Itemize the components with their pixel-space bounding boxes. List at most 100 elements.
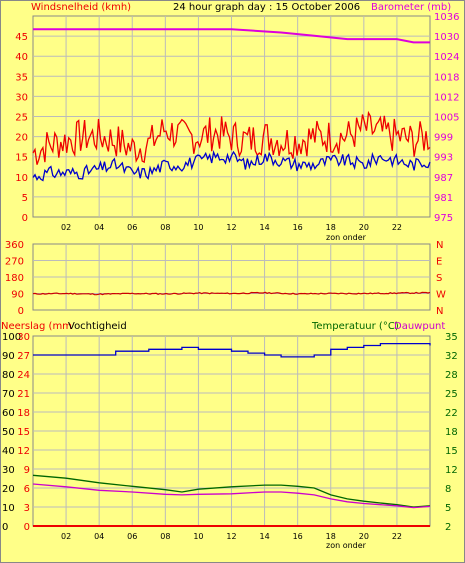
humidity-axis-tick-label: 80 xyxy=(2,370,15,381)
temperature-axis-tick-label: 5 xyxy=(445,503,451,514)
compass-axis-tick-label: N xyxy=(436,240,443,251)
humidity-axis-tick-label: 30 xyxy=(2,465,15,476)
chart-title: 24 hour graph day : 15 October 2006 xyxy=(173,2,360,13)
compass-axis-tick-label: W xyxy=(436,290,446,301)
wind-average-series-line xyxy=(32,149,431,182)
rain-axis-tick-label: 21 xyxy=(17,389,30,400)
rain-axis-title: Neerslag (mm xyxy=(1,321,72,332)
compass-axis-tick-label: N xyxy=(436,306,443,317)
sunset-label-top: zon onder xyxy=(326,233,367,242)
direction-axis-tick-label: 270 xyxy=(5,257,24,268)
dewpoint-axis-title: Dauwpunt xyxy=(394,321,445,332)
temperature-axis-title: Temperatuur (°C) xyxy=(311,321,399,332)
time-axis-tick-label: 06 xyxy=(127,223,137,232)
barometer-axis-tick-label: 981 xyxy=(434,193,453,204)
wind-axis-tick-label: 40 xyxy=(15,52,28,63)
direction-axis-tick-label: 360 xyxy=(5,240,24,251)
time-axis-tick-label: 14 xyxy=(259,532,269,541)
dewpoint-series-line xyxy=(32,483,431,509)
barometer-axis-tick-label: 1005 xyxy=(434,113,459,124)
humidity-axis-tick-label: 60 xyxy=(2,408,15,419)
barometer-axis-tick-label: 1036 xyxy=(434,12,459,23)
wind-axis-tick-label: 25 xyxy=(15,113,28,124)
rain-axis-tick-label: 9 xyxy=(24,465,30,476)
humidity-axis-tick-label: 70 xyxy=(2,389,15,400)
sunset-label-bottom: zon onder xyxy=(326,541,367,550)
rain-axis-tick-label: 6 xyxy=(24,484,30,495)
rain-axis-tick-label: 12 xyxy=(17,446,30,457)
time-axis-tick-label: 04 xyxy=(94,532,104,541)
barometer-axis-tick-label: 1018 xyxy=(434,72,459,83)
barometer-axis-tick-label: 1012 xyxy=(434,92,459,103)
wind-axis-tick-label: 0 xyxy=(22,213,28,224)
temperature-axis-tick-label: 18 xyxy=(445,427,458,438)
temperature-axis-tick-label: 12 xyxy=(445,465,458,476)
time-axis-tick-label: 04 xyxy=(94,223,104,232)
temperature-axis-tick-label: 32 xyxy=(445,351,458,362)
humidity-axis-tick-label: 50 xyxy=(2,427,15,438)
time-axis-tick-label: 06 xyxy=(127,532,137,541)
wind-axis-tick-label: 35 xyxy=(15,72,28,83)
temperature-axis-tick-label: 35 xyxy=(445,332,458,343)
time-axis-tick-label: 14 xyxy=(259,223,269,232)
time-axis-tick-label: 16 xyxy=(293,223,303,232)
humidity-axis-tick-label: 40 xyxy=(2,446,15,457)
time-axis-tick-label: 20 xyxy=(359,532,369,541)
humidity-axis-tick-label: 10 xyxy=(2,503,15,514)
barometer-axis-tick-label: 975 xyxy=(434,213,453,224)
direction-axis-tick-label: 0 xyxy=(18,306,24,317)
time-axis-tick-label: 12 xyxy=(226,532,236,541)
temperature-axis-tick-label: 2 xyxy=(445,522,451,533)
temperature-axis-tick-label: 25 xyxy=(445,389,458,400)
temperature-axis-tick-label: 15 xyxy=(445,446,458,457)
time-axis-tick-label: 08 xyxy=(160,223,170,232)
wind-axis-tick-label: 10 xyxy=(15,173,28,184)
wind-axis-title: Windsnelheid (kmh) xyxy=(31,2,131,13)
time-axis-tick-label: 02 xyxy=(61,223,71,232)
compass-axis-tick-label: E xyxy=(436,257,442,268)
rain-axis-tick-label: 27 xyxy=(17,351,30,362)
time-axis-tick-label: 10 xyxy=(193,532,203,541)
compass-axis-tick-label: S xyxy=(436,273,442,284)
wind-direction-series-line xyxy=(32,291,431,296)
direction-axis-tick-label: 90 xyxy=(11,290,24,301)
wind-axis-tick-label: 30 xyxy=(15,92,28,103)
humidity-axis-tick-label: 100 xyxy=(2,332,21,343)
time-axis-tick-label: 12 xyxy=(226,223,236,232)
direction-axis-tick-label: 180 xyxy=(5,273,24,284)
rain-axis-tick-label: 30 xyxy=(17,332,30,343)
barometer-axis-tick-label: 999 xyxy=(434,133,453,144)
barometer-axis-tick-label: 1024 xyxy=(434,52,459,63)
rain-axis-tick-label: 15 xyxy=(17,427,30,438)
time-axis-tick-label: 22 xyxy=(392,223,402,232)
time-axis-tick-label: 18 xyxy=(326,223,336,232)
barometer-axis-title: Barometer (mb) xyxy=(371,2,451,13)
humidity-axis-tick-label: 0 xyxy=(2,522,8,533)
time-axis-tick-label: 20 xyxy=(359,223,369,232)
time-axis-tick-label: 02 xyxy=(61,532,71,541)
wind-axis-tick-label: 5 xyxy=(22,193,28,204)
humidity-axis-tick-label: 90 xyxy=(2,351,15,362)
time-axis-tick-label: 18 xyxy=(326,532,336,541)
wind-axis-tick-label: 15 xyxy=(15,153,28,164)
humidity-axis-title: Vochtigheid xyxy=(68,321,127,332)
rain-axis-tick-label: 18 xyxy=(17,408,30,419)
time-axis-tick-label: 10 xyxy=(193,223,203,232)
humidity-series-line xyxy=(33,342,431,358)
wind-axis-tick-label: 20 xyxy=(15,133,28,144)
wind-gust-series-line xyxy=(32,110,431,165)
time-axis-tick-label: 16 xyxy=(293,532,303,541)
humidity-axis-tick-label: 20 xyxy=(2,484,15,495)
temperature-axis-tick-label: 22 xyxy=(445,408,458,419)
wind-axis-tick-label: 45 xyxy=(15,32,28,43)
barometer-axis-tick-label: 1030 xyxy=(434,32,459,43)
rain-axis-tick-label: 24 xyxy=(17,370,30,381)
time-axis-tick-label: 22 xyxy=(392,532,402,541)
time-axis-tick-label: 08 xyxy=(160,532,170,541)
temperature-axis-tick-label: 8 xyxy=(445,484,451,495)
barometer-axis-tick-label: 987 xyxy=(434,173,453,184)
barometer-series-line xyxy=(33,28,430,44)
rain-axis-tick-label: 0 xyxy=(24,522,30,533)
rain-axis-tick-label: 3 xyxy=(24,503,30,514)
